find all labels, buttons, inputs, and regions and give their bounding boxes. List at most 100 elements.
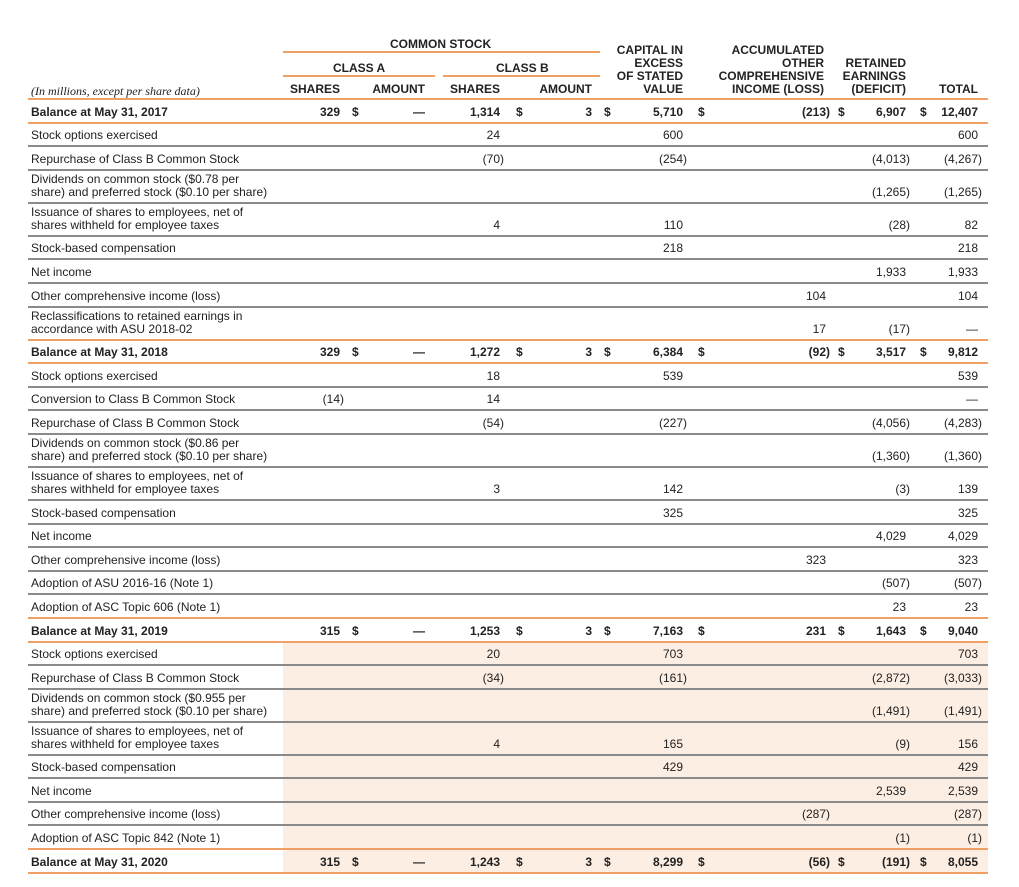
cell-value: — [966, 321, 978, 336]
table-row: Repurchase of Class B Common Stock (70) (2… [0, 147, 1019, 171]
row-label: Repurchase of Class B Common Stock [31, 670, 240, 685]
row-divider [28, 409, 988, 412]
common-stock-rule [283, 51, 600, 53]
cell-value: 5,710 [652, 104, 683, 119]
currency-symbol: $ [920, 623, 927, 638]
cell-value: 9,812 [947, 345, 978, 360]
balance-row: Balance at May 31, 2019 315 — 1,253 3 7,163 23… [0, 619, 1019, 643]
row-label: Dividends on common stock ($0.86 per sha… [31, 435, 268, 463]
cell-value: 9,040 [947, 623, 978, 638]
table-row: Other comprehensive income (loss) 104 104 [0, 284, 1019, 308]
row-label: Stock options exercised [31, 647, 158, 662]
cell-value: 429 [662, 760, 683, 775]
cell-value: 1,243 [469, 854, 500, 869]
cell-value: (254) [658, 151, 687, 166]
cell-value: 1,253 [469, 623, 500, 638]
row-label: Adoption of ASC Topic 842 (Note 1) [31, 831, 221, 846]
row-divider [28, 824, 988, 827]
cell-value: 2,539 [947, 783, 978, 798]
table-row: Stock-based compensation 429 429 [0, 755, 1019, 780]
cell-value: 2,539 [875, 783, 906, 798]
cell-value: 703 [662, 647, 683, 662]
currency-symbol: $ [352, 623, 359, 638]
currency-symbol: $ [516, 104, 523, 119]
row-divider [28, 569, 988, 572]
class-a-header: CLASS A [333, 61, 386, 75]
cell-value: 156 [957, 736, 978, 751]
row-divider [28, 258, 988, 261]
row-label: Issuance of shares to employees, net of … [31, 204, 244, 232]
row-divider [28, 338, 988, 341]
cell-value: 703 [957, 647, 978, 662]
row-divider [28, 281, 988, 284]
highlight-shading [283, 850, 988, 874]
row-divider [28, 664, 988, 667]
highlight-shading [283, 689, 988, 723]
row-divider [28, 593, 988, 596]
cell-value: (3,033) [943, 670, 982, 685]
cell-value: — [413, 104, 425, 119]
column-header-3: AMOUNT [539, 82, 592, 96]
highlight-shading [283, 642, 988, 667]
currency-symbol: $ [516, 854, 523, 869]
cell-value: (507) [953, 576, 982, 591]
currency-symbol: $ [352, 854, 359, 869]
row-label: Repurchase of Class B Common Stock [31, 415, 240, 430]
balance-row: Balance at May 31, 2017 329 — 1,314 3 5,710 (2… [0, 100, 1019, 124]
highlight-shading [283, 802, 988, 827]
cell-value: 325 [662, 505, 683, 520]
cell-value: 8,299 [652, 854, 683, 869]
row-label: Balance at May 31, 2020 [31, 854, 168, 869]
cell-value: (2,872) [871, 670, 910, 685]
table-row: Reclassifications to retained earnings i… [0, 308, 1019, 341]
cell-value: 3,517 [875, 345, 906, 360]
equity-table-body: Balance at May 31, 2017 329 — 1,314 3 5,710 (2… [0, 100, 1019, 874]
table-row: Issuance of shares to employees, net of … [0, 722, 1019, 756]
cell-value: 315 [319, 854, 340, 869]
table-row: Adoption of ASU 2016-16 (Note 1) (507) (50… [0, 572, 1019, 596]
cell-value: (4,013) [871, 151, 910, 166]
row-divider [28, 432, 988, 435]
table-row: Dividends on common stock ($0.78 per sha… [0, 171, 1019, 204]
row-label: Stock options exercised [31, 368, 158, 383]
row-label: Stock options exercised [31, 128, 158, 143]
table-row: Adoption of ASC Topic 842 (Note 1) (1) (1) [0, 826, 1019, 851]
table-row: Dividends on common stock ($0.86 per sha… [0, 435, 1019, 468]
currency-symbol: $ [920, 345, 927, 360]
cell-value: (56) [808, 854, 830, 869]
cell-value: 218 [662, 241, 683, 256]
highlight-shading [283, 779, 988, 803]
table-row: Repurchase of Class B Common Stock (54) (2… [0, 411, 1019, 435]
cell-value: 323 [805, 552, 826, 567]
cell-value: 329 [319, 104, 340, 119]
cell-value: 4 [493, 217, 500, 232]
cell-value: 218 [957, 241, 978, 256]
cell-value: 104 [957, 288, 978, 303]
cell-value: 429 [957, 760, 978, 775]
row-divider [28, 800, 988, 803]
highlight-shading [283, 826, 988, 851]
row-divider [28, 720, 988, 723]
cell-value: (1,265) [871, 184, 910, 199]
cell-value: (14) [322, 392, 344, 407]
column-header-2: SHARES [449, 82, 500, 96]
row-divider [28, 145, 988, 148]
row-divider [28, 498, 988, 501]
row-label: Repurchase of Class B Common Stock [31, 151, 240, 166]
cell-value: (213) [801, 104, 830, 119]
cell-value: (1,360) [871, 448, 910, 463]
row-label: Issuance of shares to employees, net of … [31, 468, 244, 496]
cell-value: (1) [895, 831, 910, 846]
cell-value: 315 [319, 623, 340, 638]
row-label: Other comprehensive income (loss) [31, 807, 221, 822]
row-label: Adoption of ASU 2016-16 (Note 1) [31, 576, 214, 591]
table-row: Repurchase of Class B Common Stock (34) (1… [0, 666, 1019, 690]
table-row: Issuance of shares to employees, net of … [0, 204, 1019, 237]
column-header-7: TOTAL [939, 82, 978, 96]
highlight-shading [283, 755, 988, 780]
cell-value: 1,272 [469, 345, 500, 360]
cell-value: 20 [486, 647, 500, 662]
row-label: Balance at May 31, 2018 [31, 345, 168, 360]
cell-value: 1,933 [875, 264, 906, 279]
currency-symbol: $ [604, 345, 611, 360]
